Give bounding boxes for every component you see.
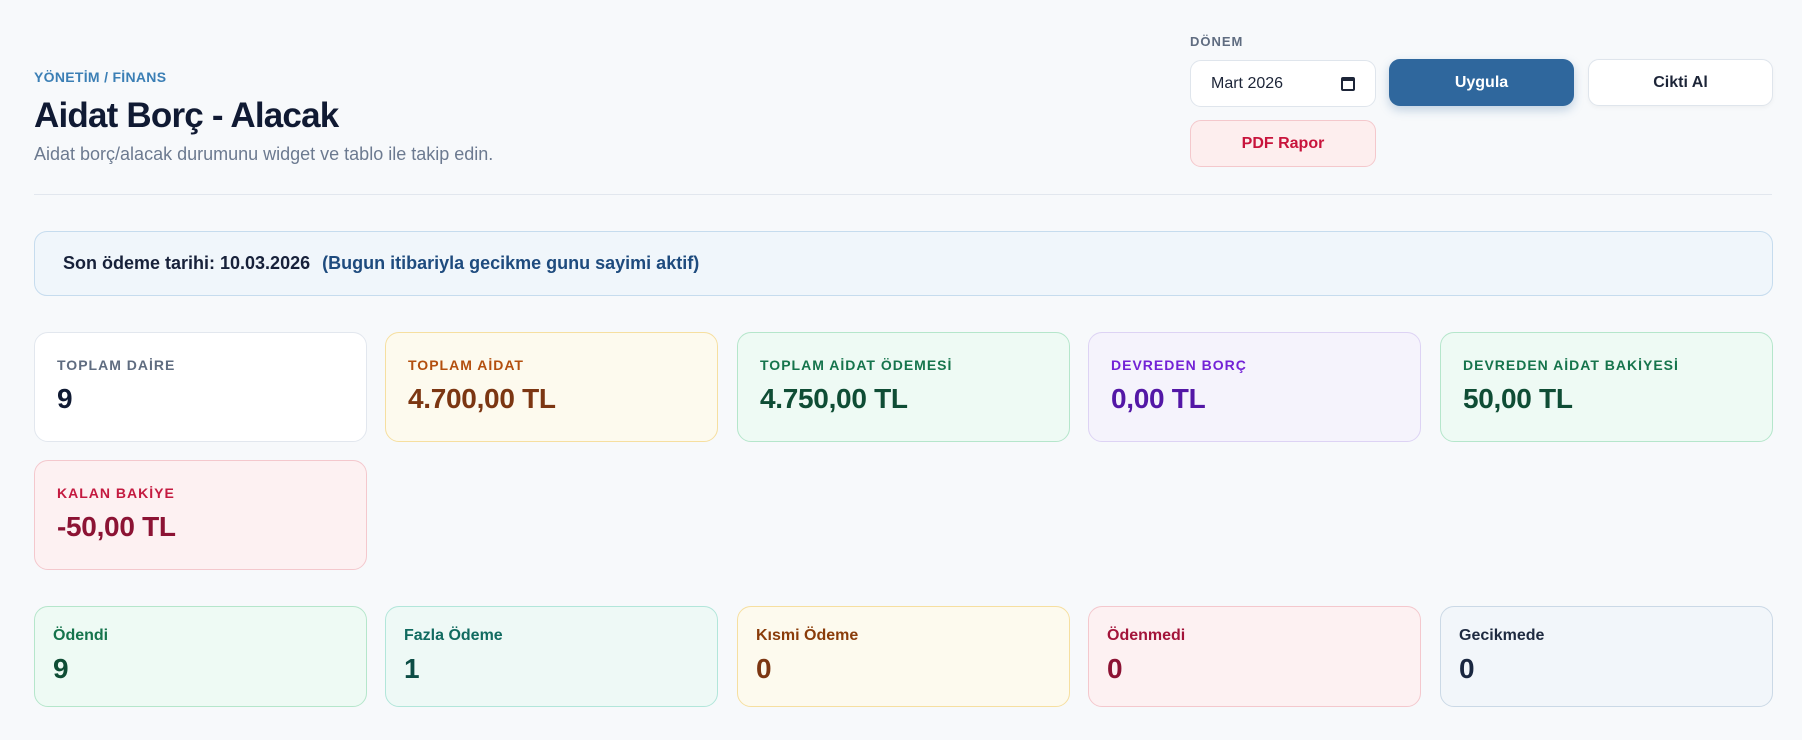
kpi-label: TOPLAM DAİRE <box>57 357 176 373</box>
period-label: DÖNEM <box>1190 34 1244 49</box>
kpi-total-dues-paid: TOPLAM AİDAT ÖDEMESİ 4.750,00 TL <box>737 332 1070 442</box>
status-unpaid-card: Ödenmedi 0 <box>1088 606 1421 707</box>
status-count: 0 <box>756 653 772 684</box>
status-count: 1 <box>404 653 420 684</box>
due-date-text: Son ödeme tarihi: 10.03.2026 <box>63 253 311 273</box>
page-title: Aidat Borç - Alacak <box>34 96 339 135</box>
header-divider <box>34 194 1772 195</box>
apply-button[interactable]: Uygula <box>1389 59 1574 106</box>
kpi-total-dues: TOPLAM AİDAT 4.700,00 TL <box>385 332 718 442</box>
kpi-carried-debt: DEVREDEN BORÇ 0,00 TL <box>1088 332 1421 442</box>
print-button[interactable]: Cikti Al <box>1588 59 1773 106</box>
calendar-icon[interactable] <box>1341 76 1355 91</box>
status-label: Ödendi <box>53 627 109 644</box>
kpi-carried-dues-balance: DEVREDEN AİDAT BAKİYESİ 50,00 TL <box>1440 332 1773 442</box>
kpi-value: 4.750,00 TL <box>760 383 908 414</box>
status-label: Kısmi Ödeme <box>756 627 859 644</box>
kpi-value: -50,00 TL <box>57 511 176 542</box>
period-value: Mart 2026 <box>1211 74 1284 92</box>
status-count: 0 <box>1107 653 1123 684</box>
kpi-remaining-balance: KALAN BAKİYE -50,00 TL <box>34 460 367 570</box>
breadcrumb: YÖNETİM / FİNANS <box>34 69 167 85</box>
kpi-label: DEVREDEN BORÇ <box>1111 357 1247 373</box>
status-partial-card: Kısmi Ödeme 0 <box>737 606 1070 707</box>
kpi-value: 4.700,00 TL <box>408 383 556 414</box>
status-label: Fazla Ödeme <box>404 627 503 644</box>
delay-count-note: (Bugun itibariyla gecikme gunu sayimi ak… <box>322 253 700 273</box>
kpi-total-units: TOPLAM DAİRE 9 <box>34 332 367 442</box>
kpi-label: TOPLAM AİDAT <box>408 357 524 373</box>
status-overpaid-card: Fazla Ödeme 1 <box>385 606 718 707</box>
pdf-report-button[interactable]: PDF Rapor <box>1190 120 1376 167</box>
kpi-label: DEVREDEN AİDAT BAKİYESİ <box>1463 357 1679 373</box>
status-overdue-card: Gecikmede 0 <box>1440 606 1773 707</box>
status-count: 9 <box>53 653 69 684</box>
status-label: Ödenmedi <box>1107 627 1186 644</box>
status-paid-card: Ödendi 9 <box>34 606 367 707</box>
kpi-value: 0,00 TL <box>1111 383 1206 414</box>
status-label: Gecikmede <box>1459 627 1545 644</box>
kpi-value: 9 <box>57 383 73 414</box>
period-month-input[interactable]: Mart 2026 <box>1190 60 1376 107</box>
page-subtitle: Aidat borç/alacak durumunu widget ve tab… <box>34 144 494 164</box>
kpi-label: TOPLAM AİDAT ÖDEMESİ <box>760 357 953 373</box>
kpi-label: KALAN BAKİYE <box>57 485 175 501</box>
due-date-notice: Son ödeme tarihi: 10.03.2026 (Bugun itib… <box>34 231 1773 296</box>
status-count: 0 <box>1459 653 1475 684</box>
kpi-value: 50,00 TL <box>1463 383 1573 414</box>
